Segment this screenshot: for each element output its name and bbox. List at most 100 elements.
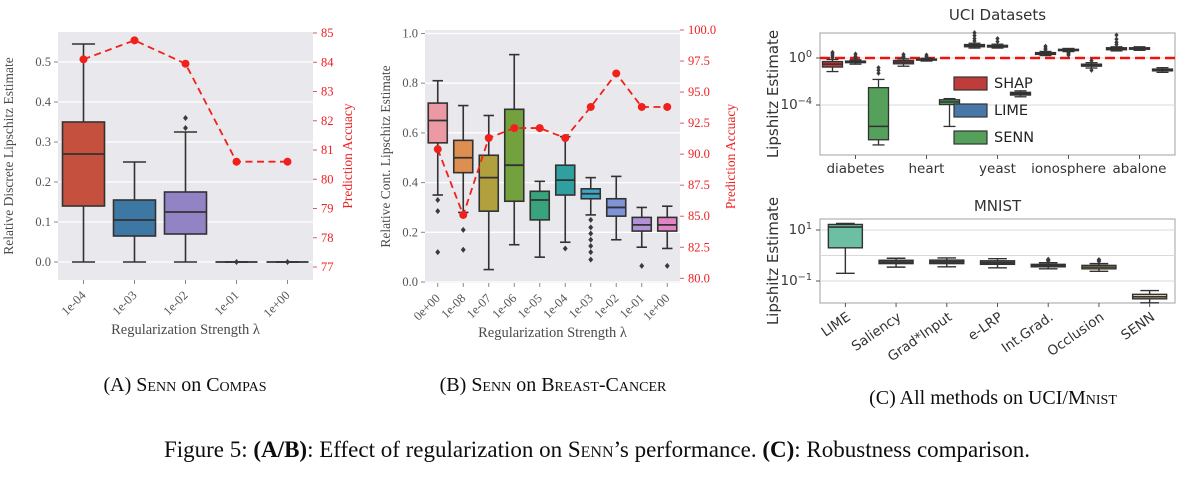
y-left-tick-label: 0.3 bbox=[35, 135, 51, 149]
flier-diamond bbox=[588, 230, 594, 237]
box-Int.Grad. bbox=[1030, 256, 1066, 270]
x-tick-label: 1e+00 bbox=[640, 291, 672, 323]
flier-diamond bbox=[876, 65, 881, 71]
accuracy-point bbox=[79, 55, 88, 64]
x-tick-label: 1e-03 bbox=[110, 288, 140, 318]
y-left-tick-label: 0.6 bbox=[402, 126, 418, 140]
legend-label: SENN bbox=[994, 130, 1034, 146]
y-right-tick-label: 77 bbox=[321, 260, 334, 274]
y-left-tick-label: 0.4 bbox=[35, 95, 51, 109]
chart-c-uci-datasets: 100 10−4 UCI Datasets Lipshitz Estimate diab… bbox=[764, 6, 1176, 177]
flier-diamond bbox=[435, 208, 441, 215]
legend-label: SHAP bbox=[994, 76, 1033, 92]
y-tick-label: 100 bbox=[789, 49, 812, 66]
y-axis-label-right: Prediction Accuacy bbox=[340, 103, 355, 209]
flier-diamond bbox=[588, 242, 594, 249]
y-right-tick-label: 83 bbox=[321, 85, 334, 99]
box-1e-06 bbox=[503, 53, 525, 246]
flier-diamond bbox=[1043, 43, 1048, 49]
x-tick-label: diabetes bbox=[826, 161, 884, 177]
x-tick-label: 1e-07 bbox=[464, 291, 494, 321]
flier-diamond bbox=[562, 245, 568, 252]
x-tick-label: 1e-02 bbox=[591, 291, 621, 321]
box-rect bbox=[867, 86, 890, 141]
y-right-tick-label: 92.5 bbox=[688, 116, 710, 130]
flier-diamond bbox=[1089, 58, 1094, 64]
caption-segment: (C) All methods on UCI/ bbox=[869, 387, 1068, 409]
flier-diamond bbox=[435, 196, 441, 203]
y-right-tick-label: 80 bbox=[321, 172, 334, 186]
flier-diamond bbox=[588, 236, 594, 243]
y-right-tick-label: 95.0 bbox=[688, 85, 710, 99]
x-tick-label: 1e-04 bbox=[59, 288, 90, 319]
box-SHAP-yeast bbox=[963, 30, 986, 49]
box-rect bbox=[427, 102, 449, 144]
flier-diamond bbox=[1045, 256, 1051, 263]
flier-diamond bbox=[830, 49, 835, 55]
y-right-tick-label: 97.5 bbox=[688, 54, 710, 68]
flier-diamond bbox=[183, 115, 188, 121]
box-SHAP-abalone bbox=[1105, 32, 1128, 52]
caption-segment: (A/B) bbox=[253, 437, 308, 462]
legend: SHAP LIME SENN bbox=[953, 76, 1034, 146]
accuracy-point bbox=[612, 69, 621, 78]
panel-caption-b: (B) Senn on Breast-Cancer bbox=[377, 374, 729, 397]
box-1e-01 bbox=[215, 259, 258, 265]
box-rect bbox=[478, 154, 500, 212]
caption-segment: Compas bbox=[206, 374, 267, 396]
box-0e+00 bbox=[427, 79, 449, 256]
x-axis-label: Regularization Strength λ bbox=[478, 325, 627, 341]
box-1e-03 bbox=[112, 161, 157, 263]
x-tick-label: LIME bbox=[819, 309, 854, 340]
flier-diamond bbox=[972, 35, 977, 42]
box-1e-04 bbox=[554, 135, 576, 252]
y-right-tick-label: 90.0 bbox=[688, 147, 710, 161]
flier-diamond bbox=[639, 262, 645, 269]
flier-diamond bbox=[588, 249, 594, 256]
box-LIME-heart bbox=[915, 52, 938, 62]
flier-diamond bbox=[460, 226, 466, 233]
flier-diamond bbox=[876, 70, 881, 76]
flier-diamond bbox=[1089, 67, 1094, 73]
y-axis-label-left: Relative Cont. Lipschitz Estimate bbox=[378, 65, 393, 247]
accuracy-point bbox=[535, 124, 544, 133]
legend-swatch bbox=[953, 130, 988, 145]
caption-segment: ’s performance. bbox=[613, 437, 763, 462]
x-axis-label: Regularization Strength λ bbox=[111, 322, 260, 338]
y-left-tick-label: 1.0 bbox=[402, 27, 418, 41]
flier-diamond bbox=[588, 256, 594, 263]
y-right-tick-label: 82 bbox=[321, 114, 334, 128]
flier-diamond bbox=[435, 249, 441, 256]
box-1e-07 bbox=[478, 114, 500, 271]
y-left-tick-label: 0.2 bbox=[402, 225, 418, 239]
x-tick-label: 1e-01 bbox=[212, 288, 242, 318]
box-1e-08 bbox=[452, 104, 474, 253]
y-axis-label-right: Prediction Accuacy bbox=[723, 104, 738, 210]
accuracy-point bbox=[283, 157, 292, 166]
x-tick-label: ionosphere bbox=[1031, 161, 1106, 177]
x-tick-label: 1e-04 bbox=[540, 291, 571, 322]
caption-segment: Senn bbox=[471, 374, 512, 396]
accuracy-point bbox=[663, 102, 672, 111]
accuracy-point bbox=[510, 124, 519, 133]
y-tick-label: 10−1 bbox=[780, 272, 812, 289]
flier-diamond bbox=[234, 259, 239, 265]
y-left-tick-label: 0.5 bbox=[35, 55, 51, 69]
caption-segment: : Effect of regularization on bbox=[307, 437, 568, 462]
box-1e-02 bbox=[163, 115, 208, 263]
accuracy-point bbox=[484, 134, 493, 143]
flier-diamond bbox=[1096, 256, 1102, 263]
box-1e-02 bbox=[605, 175, 627, 241]
caption-segment: Breast-Cancer bbox=[541, 374, 667, 396]
box-SHAP-ionosphere bbox=[1034, 43, 1057, 57]
box-rect bbox=[112, 199, 157, 237]
box-1e-05 bbox=[529, 180, 551, 258]
box-LIME bbox=[827, 222, 864, 275]
box-1e-03 bbox=[580, 176, 602, 263]
box-SHAP-heart bbox=[892, 51, 915, 67]
x-tick-label: SENN bbox=[1118, 309, 1158, 343]
box-LIME-abalone bbox=[1128, 46, 1151, 51]
x-tick-label: yeast bbox=[979, 161, 1016, 177]
caption-segment: Mnist bbox=[1067, 387, 1117, 409]
accuracy-line bbox=[83, 39, 288, 163]
